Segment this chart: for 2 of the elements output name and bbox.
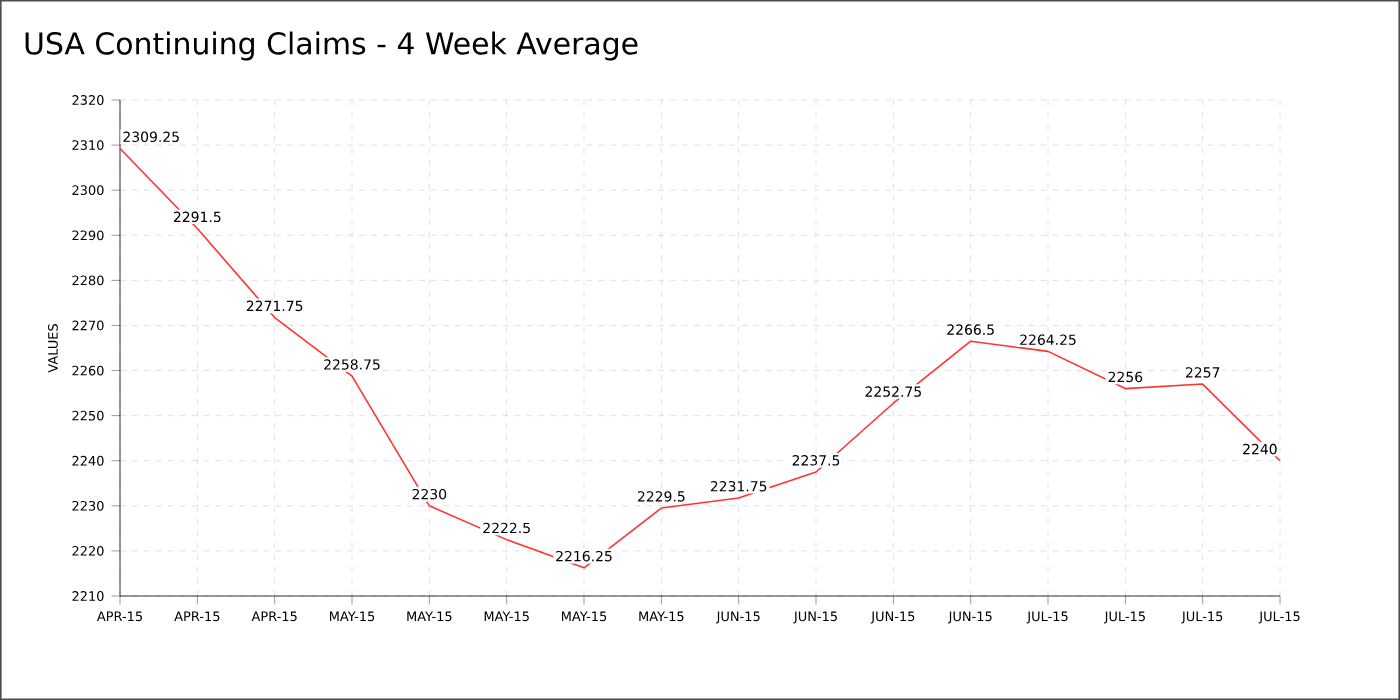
- line-series: [119, 147, 1281, 569]
- chart-title: USA Continuing Claims - 4 Week Average: [25, 31, 638, 61]
